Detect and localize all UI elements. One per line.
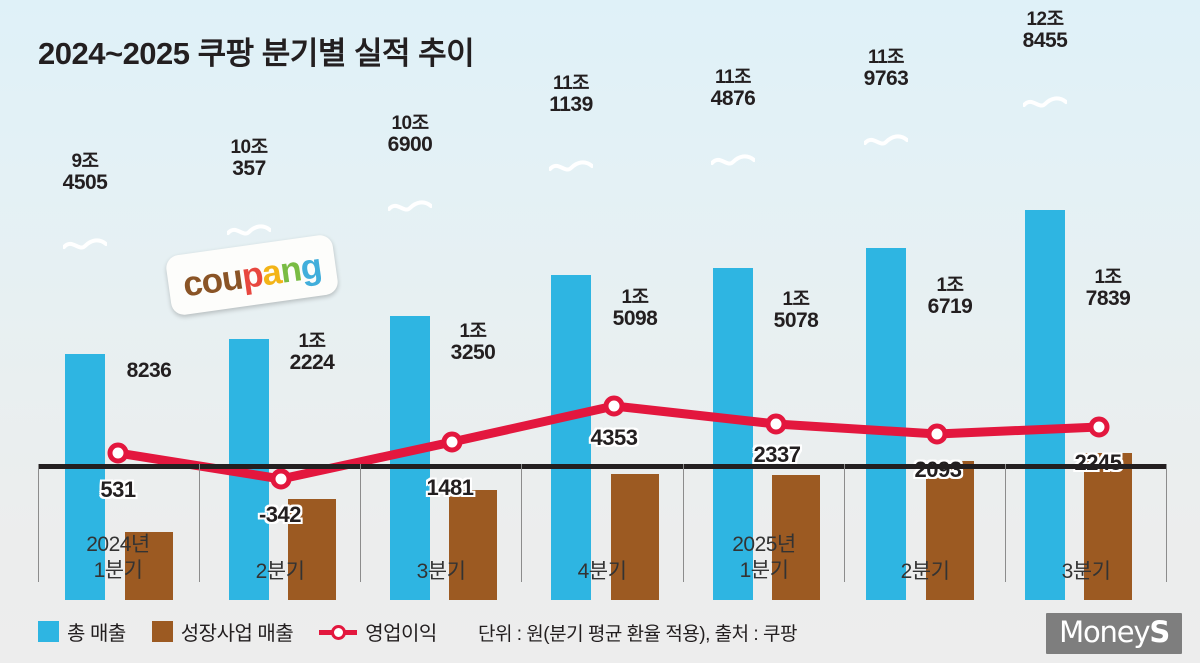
legend-item-operating-profit: 영업이익 — [319, 617, 437, 646]
value-label-growth: 8236 — [126, 359, 172, 382]
legend-label: 영업이익 — [365, 623, 437, 645]
axis-break-mark — [227, 224, 271, 236]
legend-label: 성장사업 매출 — [180, 623, 294, 645]
coupang-letter-g: g — [297, 246, 324, 288]
axis-label-q1-2025: 2025년 1분기 — [732, 533, 796, 583]
coupang-wordmark: coupang — [181, 246, 324, 304]
value-label-growth: 1조 6719 — [927, 275, 973, 319]
bar-growth-q3-2024 — [449, 490, 497, 600]
axis-divider-tick — [683, 464, 684, 582]
value-label-profit: 531 — [100, 477, 136, 502]
axis-label-q1-2024: 2024년 1분기 — [86, 533, 150, 583]
moneys-logo-text: MoneyS — [1059, 615, 1170, 649]
legend-item-total-revenue: 총 매출 — [38, 617, 126, 646]
bar-growth-q1-2025 — [772, 475, 820, 600]
source-note: 단위 : 원(분기 평균 환율 적용), 출처 : 쿠팡 — [478, 624, 797, 645]
chart-footer: 총 매출 성장사업 매출 영업이익 단위 : 원(분기 평균 환율 적용), 출… — [0, 603, 1200, 663]
page-title: 2024~2025 쿠팡 분기별 실적 추이 — [38, 36, 475, 71]
value-label-profit: 1481 — [426, 475, 474, 500]
axis-label-q2-2025: 2분기 — [900, 560, 950, 583]
axis-label-q3-2025: 3분기 — [1061, 560, 1111, 583]
legend-swatch-icon — [38, 621, 59, 642]
value-label-profit: 2245 — [1074, 450, 1122, 475]
moneys-logo-suffix: S — [1149, 615, 1170, 649]
axis-divider-tick — [199, 464, 200, 582]
plot-area: 9조 4505 10조 357 10조 6900 11조 1139 11조 48… — [38, 9, 1167, 600]
moneys-logo-prefix: Money — [1059, 615, 1150, 649]
axis-divider-tick — [844, 464, 845, 582]
value-label-profit: 2337 — [753, 442, 801, 467]
value-label-total: 10조 357 — [230, 137, 268, 181]
value-label-total: 10조 6900 — [387, 113, 433, 157]
moneys-logo: MoneyS — [1046, 613, 1182, 654]
axis-break-mark — [864, 134, 908, 146]
bar-growth-q1-2024 — [125, 532, 173, 600]
value-label-total: 12조 8455 — [1022, 9, 1068, 53]
axis-break-mark — [63, 238, 107, 250]
value-label-growth: 1조 5078 — [773, 289, 819, 333]
axis-divider-tick — [38, 464, 39, 582]
axis-divider-tick — [360, 464, 361, 582]
axis-break-mark — [1023, 96, 1067, 108]
axis-break-mark — [388, 200, 432, 212]
chart-legend: 총 매출 성장사업 매출 영업이익 — [38, 617, 437, 646]
axis-label-q3-2024: 3분기 — [416, 560, 466, 583]
value-label-total: 11조 1139 — [549, 73, 593, 117]
value-label-growth: 1조 5098 — [612, 287, 658, 331]
axis-divider-tick — [1005, 464, 1006, 582]
value-label-growth: 1조 2224 — [289, 331, 335, 375]
axis-label-q4-2024: 4분기 — [577, 560, 627, 583]
value-label-profit: 2093 — [914, 457, 962, 482]
axis-divider-tick — [1166, 464, 1167, 582]
bar-growth-q4-2024 — [611, 474, 659, 600]
legend-swatch-icon — [151, 621, 173, 642]
value-label-growth: 1조 3250 — [450, 321, 496, 365]
axis-break-mark — [549, 160, 593, 172]
legend-label: 총 매출 — [67, 623, 126, 645]
value-label-profit: 4353 — [590, 425, 638, 450]
legend-item-growth-revenue: 성장사업 매출 — [151, 617, 294, 646]
bar-total-q1-2024 — [65, 354, 105, 600]
x-axis-line — [38, 464, 1166, 469]
bar-growth-q2-2024 — [288, 499, 336, 600]
legend-line-marker-icon — [319, 624, 358, 640]
bar-growth-q2-2025 — [926, 461, 974, 600]
value-label-total: 11조 4876 — [710, 67, 756, 111]
value-label-growth: 1조 7839 — [1085, 267, 1131, 311]
value-label-total: 11조 9763 — [863, 47, 909, 91]
value-label-total: 9조 4505 — [62, 151, 108, 195]
coupang-logo: coupang — [164, 233, 340, 317]
axis-divider-tick — [521, 464, 522, 582]
axis-label-q2-2024: 2분기 — [255, 560, 305, 583]
value-label-profit: -342 — [258, 502, 302, 527]
axis-break-mark — [711, 154, 755, 166]
